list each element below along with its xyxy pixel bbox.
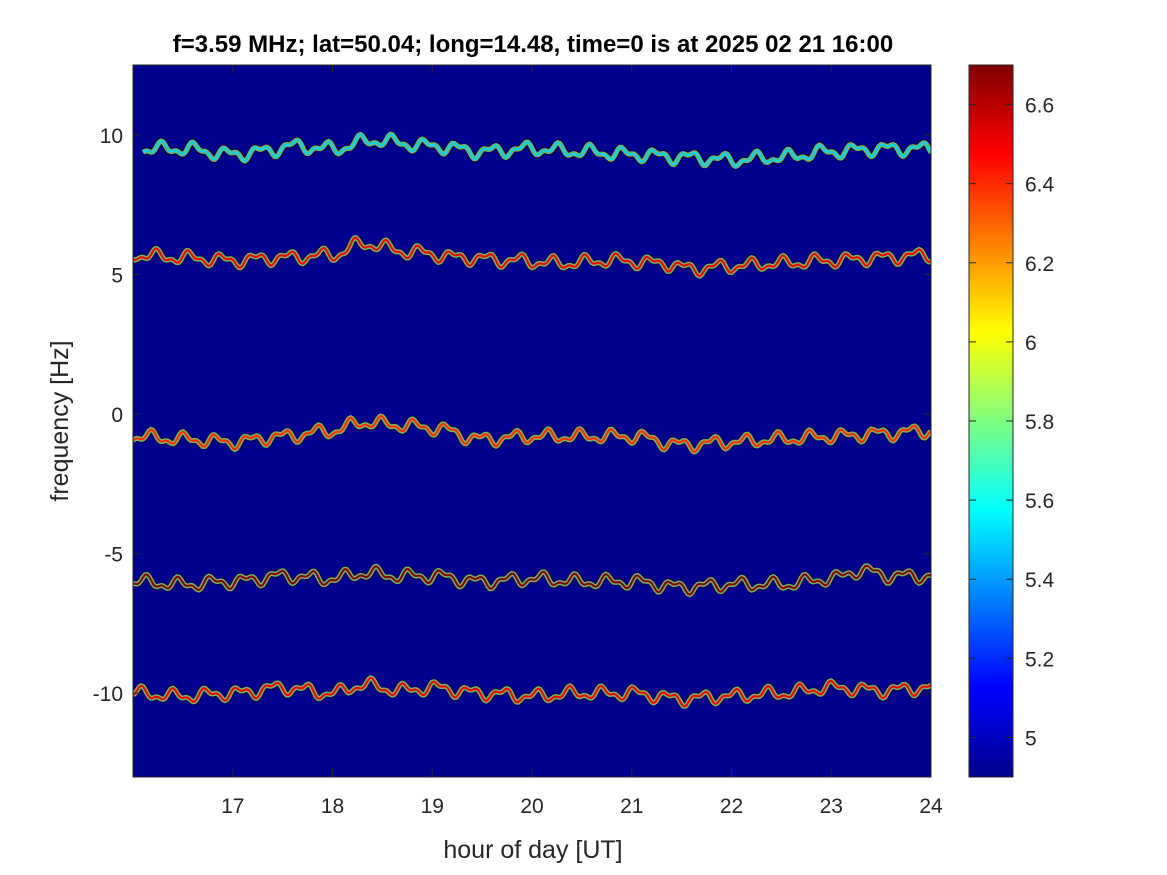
y-tick-label: -5 bbox=[104, 544, 123, 567]
colorbar-tick-label: 6.2 bbox=[1025, 253, 1054, 276]
colorbar-tick-label: 5.2 bbox=[1025, 648, 1054, 671]
trace-core bbox=[142, 133, 931, 168]
y-tick-label: -10 bbox=[93, 683, 123, 706]
colorbar-tick-label: 6.4 bbox=[1025, 174, 1055, 197]
y-tick-label: 5 bbox=[111, 264, 123, 287]
colorbar-tick-label: 6.6 bbox=[1025, 95, 1054, 118]
spectral-trace bbox=[133, 561, 931, 600]
colorbar-tick-label: 6 bbox=[1025, 332, 1037, 355]
trace-core bbox=[133, 415, 931, 453]
x-tick-label: 19 bbox=[421, 795, 444, 818]
x-axis-label: hour of day [UT] bbox=[443, 836, 622, 864]
y-axis: -10 -5 0 5 10 bbox=[93, 125, 931, 706]
spectral-trace bbox=[133, 233, 931, 281]
x-tick-label: 20 bbox=[520, 795, 543, 818]
spectral-trace bbox=[140, 129, 931, 171]
chart-title: f=3.59 MHz; lat=50.04; long=14.48, time=… bbox=[173, 31, 893, 58]
x-tick-label: 22 bbox=[720, 795, 743, 818]
x-tick-label: 17 bbox=[221, 795, 244, 818]
y-tick-label: 0 bbox=[111, 404, 123, 427]
colorbar-tick-label: 5.8 bbox=[1025, 411, 1054, 434]
x-tick-label: 24 bbox=[919, 795, 943, 818]
y-tick-label: 10 bbox=[100, 125, 123, 148]
spectral-trace bbox=[133, 411, 931, 457]
plot-background bbox=[133, 65, 931, 777]
trace-core bbox=[133, 564, 931, 596]
trace-core bbox=[133, 676, 931, 708]
trace-core bbox=[133, 236, 931, 278]
plot-area bbox=[132, 64, 932, 778]
x-tick-label: 18 bbox=[321, 795, 344, 818]
x-tick-label: 21 bbox=[620, 795, 643, 818]
colorbar-tick-label: 5.4 bbox=[1025, 569, 1055, 592]
colorbar-tick-label: 5 bbox=[1025, 727, 1037, 750]
colorbar-tick-label: 5.6 bbox=[1025, 490, 1054, 513]
x-tick-label: 23 bbox=[820, 795, 843, 818]
colorbar-gradient bbox=[968, 64, 1014, 778]
spectral-trace bbox=[133, 673, 931, 711]
colorbar: 5 5.2 5.4 5.6 5.8 6 6.2 6.4 6.6 bbox=[968, 64, 1055, 778]
x-axis: 17 18 19 20 21 22 23 24 bbox=[221, 65, 943, 818]
y-axis-label: frequency [Hz] bbox=[46, 340, 74, 501]
